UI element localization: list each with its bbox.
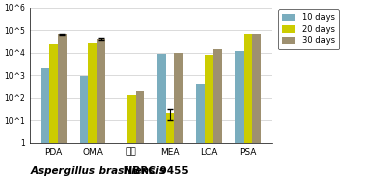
- Bar: [244, 34, 252, 183]
- Bar: [213, 49, 222, 183]
- Bar: [136, 91, 144, 183]
- Bar: [49, 44, 58, 183]
- Bar: [252, 34, 261, 183]
- Bar: [80, 76, 88, 183]
- Bar: [58, 34, 66, 183]
- Bar: [196, 84, 205, 183]
- Bar: [175, 53, 183, 183]
- Text: Aspergillus brasiliensis: Aspergillus brasiliensis: [31, 166, 166, 176]
- Bar: [205, 55, 213, 183]
- Bar: [158, 54, 166, 183]
- Bar: [97, 39, 105, 183]
- Bar: [118, 150, 127, 183]
- Bar: [166, 113, 175, 183]
- Bar: [41, 68, 49, 183]
- Bar: [235, 51, 244, 183]
- Legend: 10 days, 20 days, 30 days: 10 days, 20 days, 30 days: [278, 9, 339, 49]
- Bar: [88, 43, 97, 183]
- Text: NBRC 9455: NBRC 9455: [120, 166, 188, 176]
- Bar: [127, 95, 136, 183]
